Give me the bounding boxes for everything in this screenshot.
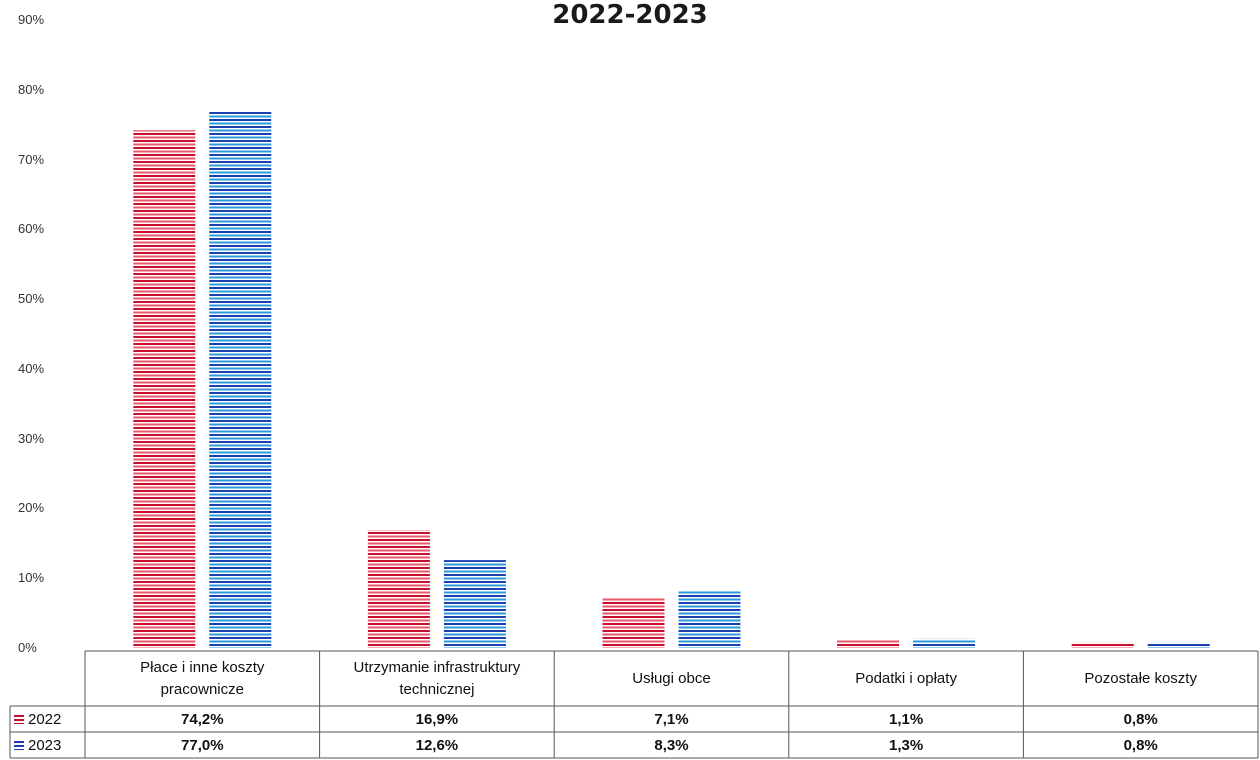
bar-2023-2	[443, 560, 506, 648]
y-tick-label: 90%	[18, 12, 45, 27]
legend-series-name: 2022	[28, 710, 62, 728]
bar-2022-1	[133, 130, 196, 648]
y-tick-label: 10%	[18, 570, 45, 586]
bar-2023-4	[913, 638, 976, 648]
y-tick-label: 60%	[18, 221, 45, 237]
data-label-2023-1: 77,0%	[181, 736, 224, 754]
bar-2022-3	[602, 598, 665, 648]
category-label-line: Podatki i opłaty	[855, 669, 957, 687]
y-tick-label: 50%	[18, 291, 45, 307]
legend-swatch-icon	[14, 740, 24, 750]
category-label: Pozostałe koszty	[1023, 651, 1258, 706]
data-label-2022-4: 1,1%	[888, 710, 924, 728]
data-label-2023-4: 1,3%	[888, 736, 924, 754]
chart-title: 2022-2023	[552, 0, 708, 30]
bar-2023-3	[678, 590, 741, 648]
legend-entry-2022: 2022	[10, 706, 85, 732]
category-label: Podatki i opłaty	[789, 651, 1024, 706]
bar-2023-5	[1147, 642, 1210, 648]
legend-series-name: 2023	[28, 736, 62, 754]
data-label-2022-1: 74,2%	[181, 710, 224, 728]
legend-swatch-icon	[14, 714, 24, 724]
category-label-line: Płace i inne koszty	[140, 658, 265, 676]
y-tick-label: 0%	[18, 640, 37, 655]
data-label-2022-2: 16,9%	[415, 710, 459, 728]
data-label-2022-5: 0,8%	[1123, 710, 1158, 728]
bar-2022-4	[837, 640, 900, 648]
category-label: Usługi obce	[554, 651, 789, 706]
legend-entry-2023: 2023	[10, 732, 85, 758]
y-tick-label: 30%	[18, 430, 45, 446]
y-tick-label: 70%	[18, 151, 45, 167]
category-label-line: technicznej	[399, 680, 475, 698]
data-label-2023-3: 8,3%	[654, 736, 689, 754]
data-label-2023-5: 0,8%	[1123, 736, 1158, 754]
y-tick-label: 80%	[18, 81, 45, 97]
category-label-line: Usługi obce	[632, 669, 711, 687]
category-label: Płace i inne koszty pracownicze	[85, 651, 320, 706]
bar-2022-2	[367, 530, 430, 648]
category-label-line: pracownicze	[160, 680, 244, 698]
y-tick-label: 40%	[18, 360, 45, 376]
category-label: Utrzymanie infrastruktury technicznej	[320, 651, 555, 706]
data-label-2022-3: 7,1%	[654, 710, 689, 728]
category-label-line: Utrzymanie infrastruktury	[353, 658, 521, 676]
bar-2022-5	[1071, 642, 1134, 648]
y-tick-label: 20%	[18, 500, 45, 516]
data-label-2023-2: 12,6%	[415, 736, 459, 754]
category-label-line: Pozostałe koszty	[1084, 669, 1197, 687]
bar-2023-1	[209, 110, 272, 648]
